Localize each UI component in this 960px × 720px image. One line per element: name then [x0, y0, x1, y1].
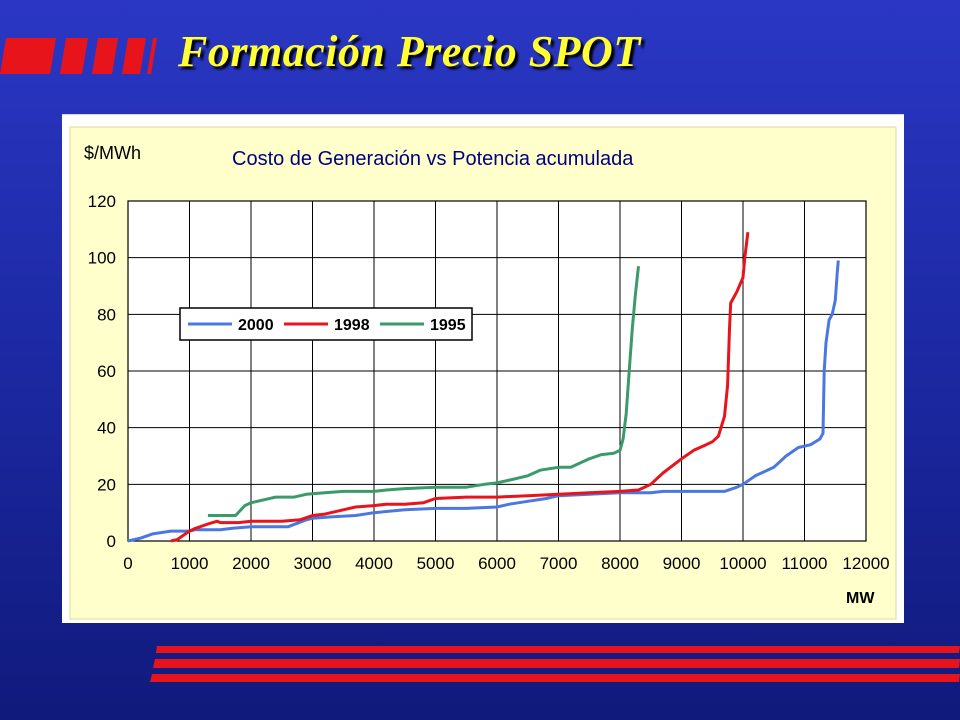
x-tick-label: 4000 — [355, 554, 393, 573]
y-tick-label: 40 — [97, 419, 116, 438]
legend-label-1995: 1995 — [430, 317, 466, 334]
legend-label-2000: 2000 — [238, 317, 274, 334]
y-tick-label: 0 — [107, 532, 116, 551]
x-axis-label: MW — [846, 590, 875, 607]
bottom-decoration-stripes — [150, 646, 960, 682]
legend: 2000 1998 1995 — [179, 307, 473, 341]
y-tick-label: 60 — [97, 362, 116, 381]
x-tick-label: 2000 — [232, 554, 270, 573]
x-tick-label: 0 — [123, 554, 132, 573]
x-tick-label: 5000 — [417, 554, 455, 573]
y-tick-label: 80 — [97, 305, 116, 324]
x-tick-label: 11000 — [781, 554, 827, 573]
series-line-1995 — [207, 266, 640, 517]
y-axis-label: $/MWh — [84, 143, 141, 163]
legend-label-1998: 1998 — [334, 317, 370, 334]
series-line-1998 — [170, 232, 750, 543]
x-tick-label: 1000 — [171, 554, 209, 573]
y-tick-label: 100 — [88, 249, 116, 268]
series-lines — [127, 232, 840, 543]
slide-title: Formación Precio SPOT — [178, 27, 641, 76]
y-tick-label: 120 — [88, 192, 116, 211]
x-tick-label: 3000 — [294, 554, 332, 573]
x-tick-label: 10000 — [719, 554, 766, 573]
chart-title: Costo de Generación vs Potencia acumulad… — [232, 148, 634, 170]
x-tick-label: 6000 — [478, 554, 516, 573]
title-decoration-stripes — [0, 38, 157, 74]
x-tick-label: 7000 — [540, 554, 578, 573]
x-tick-label: 9000 — [663, 554, 701, 573]
x-tick-label: 12000 — [842, 554, 889, 573]
tick-labels: 0 1000 2000 3000 4000 5000 6000 7000 8000 9000 100… — [88, 192, 890, 573]
x-tick-label: 8000 — [601, 554, 639, 573]
chart-panel: 0 1000 2000 3000 4000 5000 6000 7000 8000 9000 100… — [62, 114, 904, 623]
cost-vs-capacity-chart: 0 1000 2000 3000 4000 5000 6000 7000 8000 9000 100… — [69, 126, 897, 620]
y-tick-label: 20 — [97, 475, 116, 494]
plot-border — [127, 200, 867, 542]
